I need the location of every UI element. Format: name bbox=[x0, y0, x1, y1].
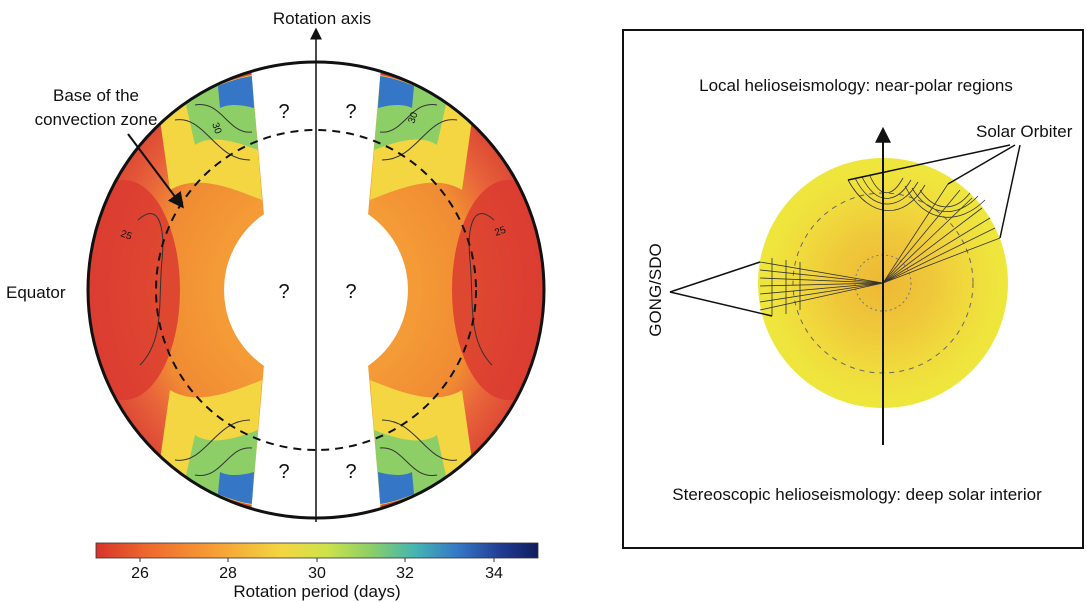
unknown-marker-top-left: ? bbox=[278, 101, 289, 123]
helioseismology-panel: Local helioseismology: near-polar region… bbox=[622, 29, 1084, 549]
polar-ray-arcs bbox=[847, 175, 986, 218]
convection-zone-base bbox=[155, 129, 477, 451]
rotation-axis-label: Rotation axis bbox=[273, 9, 371, 28]
contour-label-top-right: 30 bbox=[406, 110, 420, 125]
contour-label-right: 25 bbox=[493, 225, 508, 239]
polar-band-bottom-left-blue bbox=[218, 472, 254, 504]
rotation-diagram: Rotation axis Base of the convection zon… bbox=[6, 9, 546, 522]
polar-band-top-left-blue bbox=[218, 76, 254, 108]
solar-orbiter-pointers bbox=[847, 144, 1021, 239]
unknown-marker-core-right: ? bbox=[345, 281, 356, 303]
color-patches bbox=[88, 62, 544, 518]
colorbar-tick-26: 26 bbox=[131, 565, 149, 582]
gong-ray-paths bbox=[759, 258, 884, 316]
equator-lobe-left bbox=[88, 180, 180, 400]
polar-band-bottom-right-blue bbox=[378, 472, 414, 504]
colorbar-ticks bbox=[139, 558, 495, 562]
orbiter-ray-paths bbox=[882, 183, 1001, 284]
colorbar-tick-32: 32 bbox=[396, 565, 414, 582]
top-caption: Local helioseismology: near-polar region… bbox=[699, 76, 1013, 95]
colorbar-tick-28: 28 bbox=[219, 565, 237, 582]
convection-zone-label-line1: Base of the bbox=[53, 86, 139, 105]
polar-band-top-right-blue bbox=[378, 76, 414, 108]
colorbar-tick-30: 30 bbox=[308, 565, 326, 582]
unknown-marker-bottom-right: ? bbox=[345, 461, 356, 483]
colorbar: 26 28 30 32 34 Rotation period (days) bbox=[95, 542, 539, 601]
convection-zone-pointer bbox=[127, 133, 184, 209]
gong-sdo-pointers bbox=[669, 261, 773, 317]
colorbar-gradient bbox=[95, 542, 539, 559]
solar-orbiter-label: Solar Orbiter bbox=[976, 122, 1073, 141]
unknown-marker-core-left: ? bbox=[278, 281, 289, 303]
bottom-caption: Stereoscopic helioseismology: deep solar… bbox=[672, 485, 1042, 504]
colorbar-label: Rotation period (days) bbox=[233, 582, 400, 601]
contour-lines bbox=[137, 104, 495, 476]
colorbar-tick-34: 34 bbox=[485, 565, 503, 582]
equator-label: Equator bbox=[6, 283, 66, 302]
unknown-marker-top-right: ? bbox=[345, 101, 356, 123]
contour-label-top-left: 30 bbox=[209, 121, 223, 136]
unknown-marker-bottom-left: ? bbox=[278, 461, 289, 483]
contour-label-left: 25 bbox=[119, 228, 134, 242]
equator-lobe-right bbox=[452, 180, 544, 400]
gong-sdo-label: GONG/SDO bbox=[646, 243, 665, 337]
convection-zone-label-line2: convection zone bbox=[35, 110, 158, 129]
